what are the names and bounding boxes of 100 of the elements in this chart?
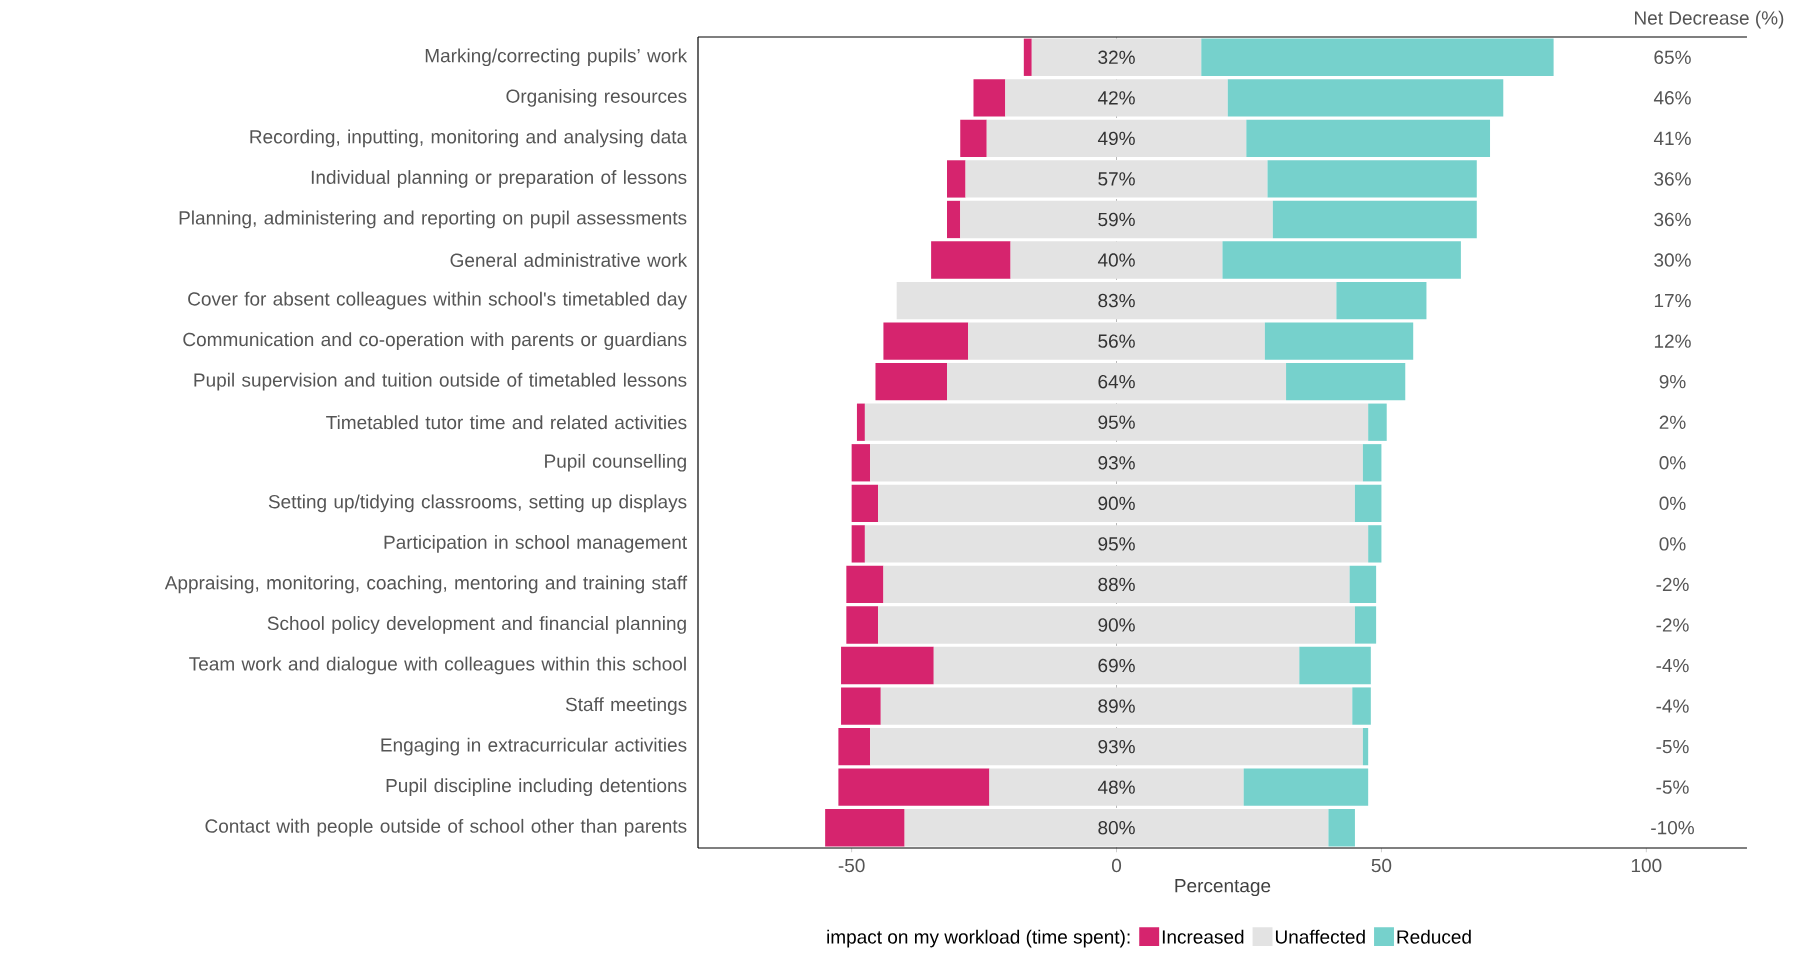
- annotation: -5%: [1656, 780, 1689, 794]
- bar: [856, 403, 865, 441]
- bar: [870, 444, 1363, 482]
- y-tick-label: Contact with people outside of school other than parents: [205, 818, 687, 837]
- bar: [1362, 444, 1382, 482]
- text: Net Decrease (%): [1635, 10, 1784, 29]
- bar: [1264, 322, 1414, 360]
- y-tick-label: Pupil counselling: [545, 453, 686, 472]
- bar: [1368, 525, 1382, 563]
- annotation: 0%: [1659, 496, 1686, 511]
- bar: [1246, 119, 1491, 158]
- x-tick-label: 100: [1631, 858, 1662, 873]
- annotation: 36%: [1654, 212, 1691, 227]
- bar: [1352, 687, 1371, 725]
- annotation: -10%: [1651, 820, 1694, 835]
- annotation: 2%: [1659, 415, 1686, 429]
- bar: [1336, 281, 1427, 320]
- bar: [846, 565, 884, 604]
- annotation: 17%: [1654, 293, 1691, 308]
- data-label: 95%: [1098, 415, 1135, 429]
- bar: [1222, 241, 1461, 279]
- bar: [1005, 79, 1228, 117]
- data-label: 90%: [1098, 618, 1135, 632]
- bar: [880, 687, 1353, 725]
- bar: [1201, 38, 1554, 76]
- annotation: -4%: [1656, 658, 1689, 673]
- y-tick-label: Organising resources: [506, 88, 687, 107]
- y-tick-label: Communication and co-operation with parents or guardians: [183, 332, 687, 350]
- data-label: 59%: [1098, 212, 1135, 227]
- bar: [825, 809, 905, 847]
- bar: [933, 646, 1300, 685]
- bar: [968, 322, 1265, 360]
- y-tick-label: Participation in school management: [384, 535, 687, 553]
- bar: [960, 119, 987, 158]
- annotation: 36%: [1654, 172, 1691, 186]
- bar: [846, 606, 879, 644]
- bar: [883, 565, 1350, 604]
- bar: [1368, 403, 1387, 441]
- data-label: 88%: [1098, 577, 1135, 592]
- y-tick-label: Pupil supervision and tuition outside of timetabled lessons: [194, 372, 687, 391]
- data-label: 57%: [1098, 172, 1135, 186]
- bar: [947, 200, 961, 239]
- data-label: 48%: [1097, 780, 1135, 794]
- y-tick-label: Marking/correcting pupils’ work: [425, 48, 688, 67]
- annotation: 0%: [1659, 537, 1686, 551]
- data-label: 95%: [1098, 537, 1135, 551]
- data-label: 93%: [1098, 456, 1135, 470]
- bar: [1286, 363, 1406, 401]
- bar: [1023, 38, 1032, 76]
- data-label: 90%: [1098, 496, 1135, 511]
- data-label: 56%: [1098, 334, 1135, 348]
- bar: [947, 160, 966, 198]
- bar: [1272, 200, 1477, 239]
- data-label: 80%: [1098, 820, 1135, 835]
- bar: [875, 363, 947, 401]
- bar: [989, 768, 1244, 806]
- y-tick-label: Recording, inputting, monitoring and analysing data: [250, 129, 688, 148]
- data-label: 69%: [1098, 658, 1135, 673]
- bar: [947, 363, 1287, 401]
- x-tick-label: -50: [838, 858, 865, 873]
- bar: [960, 200, 1273, 239]
- annotation: 46%: [1653, 91, 1691, 105]
- y-tick-label: Individual planning or preparation of lessons: [311, 170, 687, 188]
- bar: [896, 281, 1337, 320]
- bar: [1362, 727, 1369, 766]
- legend-label: Unaffected: [1275, 929, 1365, 944]
- data-label: 83%: [1098, 293, 1135, 308]
- y-tick-label: General administrative work: [450, 253, 688, 267]
- bar: [851, 525, 865, 563]
- data-label: 40%: [1097, 253, 1135, 267]
- y-tick-label: Timetabled tutor time and related activities: [326, 415, 687, 430]
- annotation: 12%: [1654, 334, 1691, 348]
- bar: [904, 809, 1329, 847]
- legend-title: impact on my workload (time spent):: [827, 929, 1130, 948]
- bar: [838, 768, 990, 806]
- bar: [870, 727, 1363, 766]
- y-tick-label: Engaging in extracurricular activities: [381, 737, 687, 756]
- annotation: 30%: [1654, 253, 1691, 267]
- y-tick-label: School policy development and financial planning: [267, 616, 686, 634]
- bar: [1354, 606, 1377, 644]
- annotation: -4%: [1656, 699, 1689, 713]
- data-label: 64%: [1098, 374, 1135, 389]
- bar: [1354, 484, 1382, 522]
- annotation: 9%: [1659, 374, 1686, 389]
- bar: [841, 646, 934, 685]
- bar: [841, 687, 881, 725]
- legend-label: Reduced: [1397, 929, 1471, 944]
- data-label: 93%: [1098, 739, 1135, 754]
- y-tick-label: Team work and dialogue with colleagues within this school: [189, 656, 686, 675]
- y-tick-label: Planning, administering and reporting on pupil assessments: [179, 210, 687, 229]
- bar: [1031, 38, 1202, 76]
- bar: [965, 160, 1268, 198]
- bar: [864, 403, 1369, 441]
- bar: [1349, 565, 1377, 604]
- bar: [931, 241, 1011, 279]
- bar: [1227, 79, 1504, 117]
- bar: [1328, 809, 1355, 847]
- bar: [1243, 768, 1369, 806]
- y-tick-label: Staff meetings: [565, 697, 687, 715]
- y-tick-label: Pupil discipline including detentions: [386, 778, 687, 797]
